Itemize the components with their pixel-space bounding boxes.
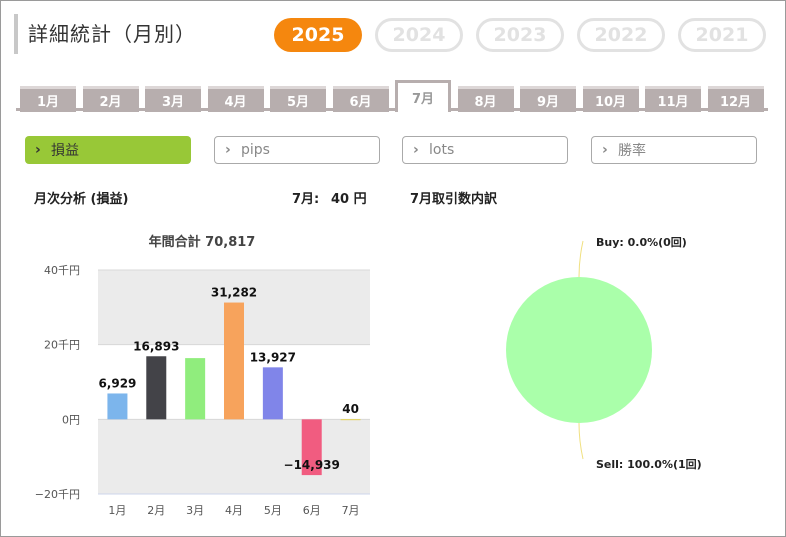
chevron-right-icon: › bbox=[602, 142, 608, 158]
tab-month-1[interactable]: 1月 bbox=[20, 86, 76, 112]
year-button-2021[interactable]: 2021 bbox=[678, 18, 766, 52]
x-tick-label: 5月 bbox=[264, 504, 282, 517]
tab-month-5[interactable]: 5月 bbox=[270, 86, 326, 112]
tab-month-10[interactable]: 10月 bbox=[582, 86, 639, 112]
y-tick-label: 20千円 bbox=[44, 339, 80, 352]
metric-button-3[interactable]: › lots bbox=[402, 136, 568, 164]
metric-label: lots bbox=[429, 142, 455, 158]
bar bbox=[340, 419, 361, 421]
plot-band bbox=[98, 419, 370, 494]
tab-month-8[interactable]: 8月 bbox=[457, 86, 514, 112]
bar bbox=[224, 302, 244, 420]
bar bbox=[185, 358, 206, 420]
x-tick-label: 4月 bbox=[225, 504, 243, 517]
tab-month-6[interactable]: 6月 bbox=[332, 86, 389, 112]
y-tick-label: 40千円 bbox=[44, 264, 80, 277]
connector-line bbox=[578, 422, 584, 460]
bar bbox=[107, 393, 128, 420]
connector-line bbox=[578, 240, 584, 278]
bar bbox=[146, 356, 167, 420]
data-label: 6,929 bbox=[98, 376, 136, 390]
tab-month-12[interactable]: 12月 bbox=[707, 86, 764, 112]
year-button-2022[interactable]: 2022 bbox=[577, 18, 665, 52]
trade-breakdown-pie-chart: Buy: 0.0%(0回) Sell: 100.0%(1回) bbox=[506, 235, 702, 471]
title-accent-bar bbox=[14, 14, 18, 54]
bar bbox=[301, 419, 322, 476]
data-label: 40 bbox=[342, 402, 359, 416]
chart-title: 年間合計 70,817 bbox=[149, 234, 256, 250]
pie-slice bbox=[506, 277, 652, 423]
breakdown-title: 7月取引数内訳 bbox=[410, 192, 498, 207]
x-tick-label: 1月 bbox=[108, 504, 126, 517]
x-tick-label: 2月 bbox=[147, 504, 165, 517]
pie-label: Sell: 100.0%(1回) bbox=[596, 457, 702, 471]
month-tabs-underline bbox=[16, 108, 768, 111]
page-title: 詳細統計（月別） bbox=[28, 22, 196, 46]
month-value: 40 円 bbox=[331, 192, 367, 207]
month-value-label: 7月: bbox=[292, 192, 320, 207]
y-tick-label: −20千円 bbox=[35, 488, 80, 501]
metric-button-2[interactable]: › pips bbox=[214, 136, 380, 164]
metric-label: pips bbox=[241, 142, 270, 158]
pie-label: Buy: 0.0%(0回) bbox=[596, 235, 687, 249]
data-label: 16,893 bbox=[133, 339, 179, 353]
data-label: 13,927 bbox=[250, 350, 296, 364]
year-button-2025[interactable]: 2025 bbox=[274, 18, 362, 52]
y-tick-label: 0円 bbox=[62, 413, 80, 426]
data-label: −14,939 bbox=[284, 458, 340, 472]
tab-month-11[interactable]: 11月 bbox=[645, 86, 701, 112]
chevron-right-icon: › bbox=[225, 142, 231, 158]
data-label: 31,282 bbox=[211, 286, 257, 300]
section-label: 月次分析 (損益) bbox=[34, 192, 129, 207]
x-tick-label: 7月 bbox=[342, 504, 360, 517]
year-button-2024[interactable]: 2024 bbox=[375, 18, 463, 52]
tab-month-2[interactable]: 2月 bbox=[82, 86, 139, 112]
tab-month-7[interactable]: 7月 bbox=[395, 80, 451, 112]
metric-label: 損益 bbox=[51, 143, 79, 159]
chevron-right-icon: › bbox=[35, 142, 41, 158]
tab-month-4[interactable]: 4月 bbox=[207, 86, 264, 112]
monthly-pnl-bar-chart: 40千円 20千円 0円 −20千円 年間合計 70,817 6,929 1月 16,893 2… bbox=[35, 234, 370, 517]
metric-button-4[interactable]: › 勝率 bbox=[591, 136, 757, 164]
metric-button-1[interactable]: › 損益 bbox=[25, 136, 191, 164]
tab-month-9[interactable]: 9月 bbox=[520, 86, 576, 112]
x-tick-label: 6月 bbox=[303, 504, 321, 517]
metric-label: 勝率 bbox=[618, 143, 646, 159]
chevron-right-icon: › bbox=[413, 142, 419, 158]
x-tick-label: 3月 bbox=[186, 504, 204, 517]
tab-month-3[interactable]: 3月 bbox=[145, 86, 201, 112]
year-button-2023[interactable]: 2023 bbox=[476, 18, 564, 52]
bar bbox=[262, 367, 283, 420]
